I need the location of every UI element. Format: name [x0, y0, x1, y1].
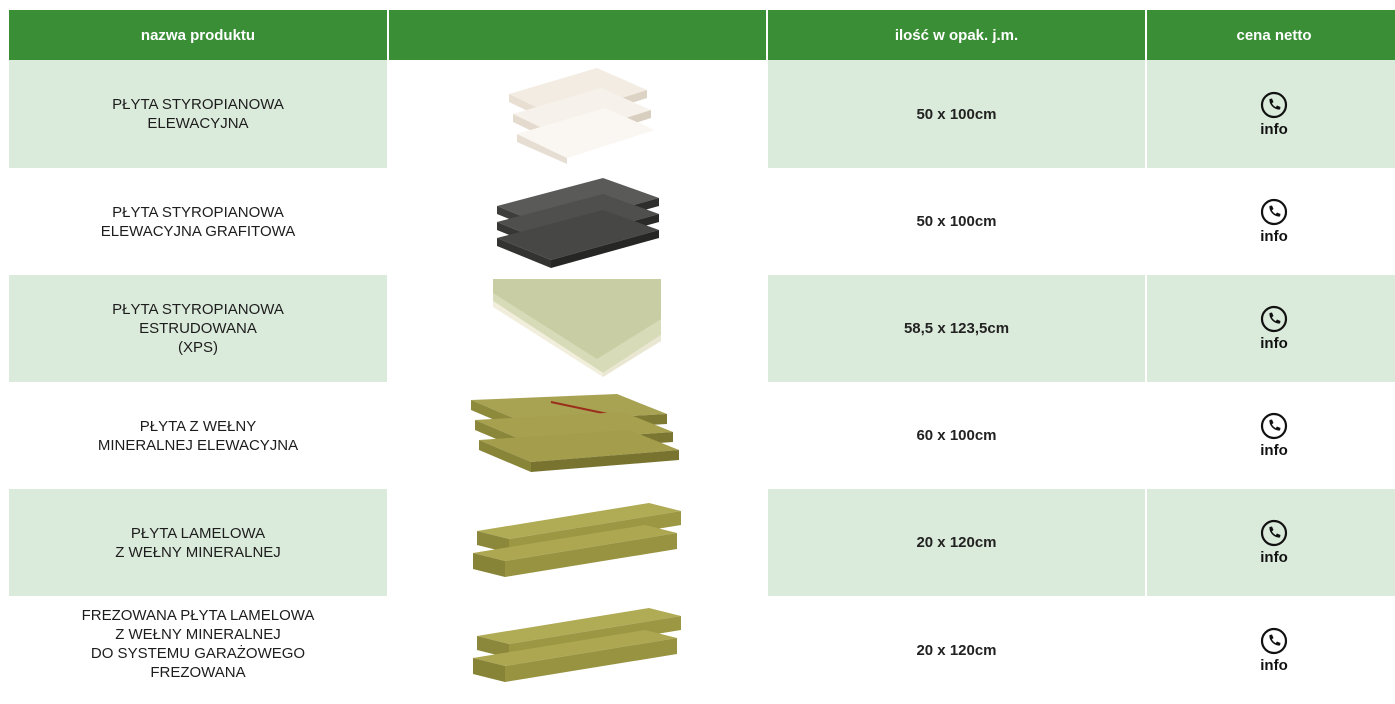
product-table: nazwa produktu ilość w opak. j.m. cena n… [9, 10, 1395, 704]
quantity-cell: 20 x 120cm [768, 489, 1145, 596]
product-name-line: Z WEŁNY MINERALNEJ [115, 543, 281, 561]
price-info-label[interactable]: info [1260, 228, 1288, 245]
xps-board-icon [493, 279, 661, 377]
product-image-cell [389, 168, 766, 275]
product-name-cell: PŁYTA LAMELOWA Z WEŁNY MINERALNEJ [9, 489, 387, 596]
price-cell[interactable]: info [1147, 60, 1395, 168]
product-name-line: PŁYTA STYROPIANOWA [112, 96, 284, 113]
phone-icon[interactable] [1260, 91, 1288, 119]
product-image-cell [389, 489, 766, 596]
product-name-cell: PŁYTA STYROPIANOWA ELEWACYJNA [9, 60, 387, 168]
price-info-label[interactable]: info [1260, 120, 1288, 138]
product-name-line: Z WEŁNY MINERALNEJ [115, 626, 281, 643]
product-name-line: MINERALNEJ ELEWACYJNA [97, 436, 299, 454]
price-cell[interactable]: info [1147, 275, 1395, 382]
price-info-label[interactable]: info [1260, 549, 1288, 566]
product-image-cell [389, 275, 766, 382]
header-product-name: nazwa produktu [9, 10, 387, 60]
product-name-line: PŁYTA STYROPIANOWA [112, 203, 284, 221]
mineral-wool-board-icon [471, 394, 679, 472]
product-name-cell: PŁYTA STYROPIANOWA ELEWACYJNA GRAFITOWA [9, 168, 387, 275]
header-quantity: ilość w opak. j.m. [768, 10, 1145, 60]
price-cell[interactable]: info [1147, 382, 1395, 489]
phone-icon[interactable] [1260, 627, 1288, 655]
phone-icon[interactable] [1260, 412, 1288, 440]
product-name-line: PŁYTA STYROPIANOWA [112, 301, 284, 318]
quantity-cell: 50 x 100cm [768, 60, 1145, 168]
price-info-label[interactable]: info [1260, 335, 1288, 352]
lamella-board-icon [473, 503, 681, 577]
quantity-cell: 20 x 120cm [916, 641, 997, 659]
header-image [389, 10, 766, 60]
quantity-cell: 58,5 x 123,5cm [768, 275, 1145, 382]
product-name-cell: FREZOWANA PŁYTA LAMELOWA Z WEŁNY MINERALN… [9, 596, 387, 704]
quantity-cell: 50 x 100cm [916, 213, 997, 230]
product-name-cell: PŁYTA Z WEŁNY MINERALNEJ ELEWACYJNA [9, 382, 387, 489]
product-name-line: (XPS) [177, 339, 218, 356]
product-image-cell [389, 382, 766, 489]
product-name-line: ELEWACYJNA [147, 115, 249, 132]
product-name-line: PŁYTA Z WEŁNY [139, 417, 257, 435]
price-cell[interactable]: info [1147, 596, 1395, 704]
product-name-line: ELEWACYJNA GRAFITOWA [100, 222, 296, 240]
header-price: cena netto [1147, 10, 1395, 60]
price-info-label[interactable]: info [1260, 656, 1288, 674]
phone-icon[interactable] [1260, 305, 1288, 333]
quantity-cell: 60 x 100cm [916, 427, 997, 444]
price-cell[interactable]: info [1147, 168, 1395, 275]
phone-icon[interactable] [1260, 198, 1288, 226]
graphite-eps-board-icon [497, 178, 659, 268]
product-image-cell [389, 596, 766, 704]
price-info-label[interactable]: info [1260, 442, 1288, 459]
white-eps-board-icon [509, 68, 655, 164]
price-cell[interactable]: info [1147, 489, 1395, 596]
product-name-line: FREZOWANA [150, 664, 246, 681]
product-name-line: PŁYTA LAMELOWA [130, 524, 266, 542]
milled-lamella-board-icon [473, 608, 681, 682]
product-name-line: DO SYSTEMU GARAŻOWEGO [90, 645, 306, 662]
product-image-cell [389, 60, 766, 168]
product-name-line: ESTRUDOWANA [139, 320, 257, 337]
product-name-line: FREZOWANA PŁYTA LAMELOWA [81, 607, 315, 624]
phone-icon[interactable] [1260, 519, 1288, 547]
product-name-cell: PŁYTA STYROPIANOWA ESTRUDOWANA (XPS) [9, 275, 387, 382]
